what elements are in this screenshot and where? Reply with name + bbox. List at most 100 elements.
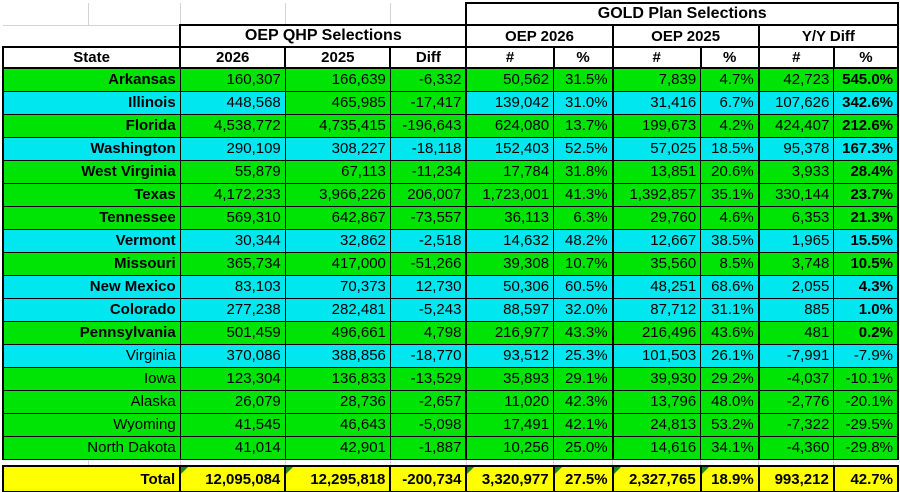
col-header-gold2025-pct[interactable]: %	[699, 46, 760, 69]
cell-state[interactable]: Florida	[1, 113, 181, 138]
cell-yy-num[interactable]: 3,748	[757, 251, 835, 276]
cell-gold2026-pct[interactable]: 6.3%	[553, 205, 614, 230]
cell-gold2025-num[interactable]: 101,503	[611, 343, 702, 368]
cell-gold2026-pct[interactable]: 10.7%	[553, 251, 614, 276]
empty-cell[interactable]	[180, 459, 286, 466]
cell-qhp-2026[interactable]: 55,879	[179, 159, 286, 184]
cell-qhp-2026[interactable]: 448,568	[179, 90, 286, 115]
total-gold2026-num-cell[interactable]: 3,320,977	[465, 465, 555, 492]
cell-qhp-2025[interactable]: 282,481	[284, 297, 391, 322]
cell-gold2025-pct[interactable]: 53.2%	[700, 412, 760, 437]
cell-yy-num[interactable]: -7,991	[757, 343, 835, 368]
cell-gold2025-num[interactable]: 87,712	[611, 297, 702, 322]
cell-qhp-diff[interactable]: -196,643	[389, 113, 467, 138]
cell-qhp-2026[interactable]: 123,304	[179, 366, 286, 391]
cell-qhp-2025[interactable]: 67,113	[284, 159, 391, 184]
col-header-2026[interactable]: 2026	[179, 46, 287, 69]
cell-qhp-2025[interactable]: 136,833	[284, 366, 391, 391]
cell-gold2026-pct[interactable]: 43.3%	[553, 320, 614, 345]
cell-qhp-diff[interactable]: 12,730	[389, 274, 467, 299]
cell-state[interactable]: Illinois	[1, 90, 181, 115]
cell-qhp-2026[interactable]: 501,459	[179, 320, 286, 345]
cell-yy-num[interactable]: 3,933	[757, 159, 835, 184]
total-yy-num-cell[interactable]: 993,212	[757, 465, 835, 492]
cell-yy-pct[interactable]: -7.9%	[833, 343, 900, 368]
cell-gold2026-num[interactable]: 1,723,001	[465, 182, 555, 207]
cell-qhp-2026[interactable]: 569,310	[179, 205, 286, 230]
total-gold2025-pct-cell[interactable]: 18.9%	[699, 465, 760, 492]
cell-qhp-2026[interactable]: 290,109	[179, 136, 286, 161]
cell-gold2025-num[interactable]: 14,616	[611, 435, 702, 460]
cell-qhp-diff[interactable]: -51,266	[389, 251, 467, 276]
total-yy-pct-cell[interactable]: 42.7%	[832, 465, 900, 492]
cell-qhp-2026[interactable]: 26,079	[179, 389, 286, 414]
cell-gold2026-pct[interactable]: 32.0%	[553, 297, 614, 322]
cell-gold2026-pct[interactable]: 31.8%	[553, 159, 614, 184]
cell-gold2026-num[interactable]: 36,113	[465, 205, 555, 230]
cell-gold2025-pct[interactable]: 38.5%	[700, 228, 760, 253]
cell-qhp-diff[interactable]: -11,234	[389, 159, 467, 184]
cell-gold2025-pct[interactable]: 34.1%	[700, 435, 760, 460]
empty-cell[interactable]	[3, 3, 89, 26]
cell-yy-num[interactable]: -7,322	[757, 412, 835, 437]
cell-gold2025-pct[interactable]: 4.7%	[700, 67, 760, 92]
cell-gold2025-num[interactable]: 31,416	[611, 90, 702, 115]
cell-gold2026-pct[interactable]: 13.7%	[553, 113, 614, 138]
gold-2026-header[interactable]: OEP 2026	[465, 24, 614, 48]
cell-state[interactable]: Iowa	[1, 366, 181, 391]
cell-qhp-2026[interactable]: 4,538,772	[179, 113, 286, 138]
cell-gold2026-num[interactable]: 17,491	[465, 412, 555, 437]
col-header-gold2025-num[interactable]: #	[611, 46, 702, 69]
cell-state[interactable]: West Virginia	[1, 159, 181, 184]
cell-gold2026-num[interactable]: 139,042	[465, 90, 555, 115]
cell-qhp-diff[interactable]: -1,887	[389, 435, 467, 460]
cell-gold2025-num[interactable]: 216,496	[611, 320, 702, 345]
total-gold2026-pct-cell[interactable]: 27.5%	[552, 465, 614, 492]
cell-gold2026-num[interactable]: 50,562	[465, 67, 555, 92]
cell-qhp-2025[interactable]: 3,966,226	[284, 182, 391, 207]
col-header-yy-pct[interactable]: %	[832, 46, 900, 69]
cell-yy-pct[interactable]: 4.3%	[833, 274, 900, 299]
cell-qhp-diff[interactable]: -2,657	[389, 389, 467, 414]
cell-state[interactable]: Arkansas	[1, 67, 181, 92]
cell-state[interactable]: Texas	[1, 182, 181, 207]
cell-gold2025-num[interactable]: 24,813	[611, 412, 702, 437]
empty-cell[interactable]	[3, 459, 89, 466]
col-header-2025[interactable]: 2025	[284, 46, 392, 69]
cell-qhp-2025[interactable]: 465,985	[284, 90, 391, 115]
cell-gold2026-pct[interactable]: 41.3%	[553, 182, 614, 207]
cell-yy-pct[interactable]: 545.0%	[833, 67, 900, 92]
empty-cell[interactable]	[88, 3, 181, 26]
cell-gold2025-num[interactable]: 13,851	[611, 159, 702, 184]
cell-yy-pct[interactable]: 0.2%	[833, 320, 900, 345]
cell-state[interactable]: Pennsylvania	[1, 320, 181, 345]
cell-qhp-2025[interactable]: 496,661	[284, 320, 391, 345]
empty-cell[interactable]	[285, 459, 391, 466]
cell-gold2025-num[interactable]: 29,760	[611, 205, 702, 230]
cell-yy-pct[interactable]: 212.6%	[833, 113, 900, 138]
cell-qhp-2026[interactable]: 370,086	[179, 343, 286, 368]
cell-gold2025-num[interactable]: 1,392,857	[611, 182, 702, 207]
cell-state[interactable]: Vermont	[1, 228, 181, 253]
cell-gold2026-pct[interactable]: 60.5%	[553, 274, 614, 299]
cell-yy-pct[interactable]: 342.6%	[833, 90, 900, 115]
cell-qhp-2026[interactable]: 41,545	[179, 412, 286, 437]
col-header-diff[interactable]: Diff	[389, 46, 468, 69]
cell-gold2026-pct[interactable]: 31.5%	[553, 67, 614, 92]
cell-qhp-2025[interactable]: 28,736	[284, 389, 391, 414]
cell-qhp-2025[interactable]: 70,373	[284, 274, 391, 299]
cell-gold2026-pct[interactable]: 25.3%	[553, 343, 614, 368]
cell-gold2025-num[interactable]: 13,796	[611, 389, 702, 414]
cell-state[interactable]: Virginia	[1, 343, 181, 368]
cell-state[interactable]: New Mexico	[1, 274, 181, 299]
cell-gold2025-num[interactable]: 7,839	[611, 67, 702, 92]
cell-yy-pct[interactable]: 167.3%	[833, 136, 900, 161]
empty-cell[interactable]	[285, 3, 391, 26]
empty-cell[interactable]	[390, 459, 467, 466]
cell-yy-pct[interactable]: 15.5%	[833, 228, 900, 253]
cell-yy-num[interactable]: -4,037	[757, 366, 835, 391]
cell-qhp-2026[interactable]: 4,172,233	[179, 182, 286, 207]
cell-state[interactable]: Washington	[1, 136, 181, 161]
cell-gold2026-num[interactable]: 17,784	[465, 159, 555, 184]
cell-yy-num[interactable]: 885	[757, 297, 835, 322]
